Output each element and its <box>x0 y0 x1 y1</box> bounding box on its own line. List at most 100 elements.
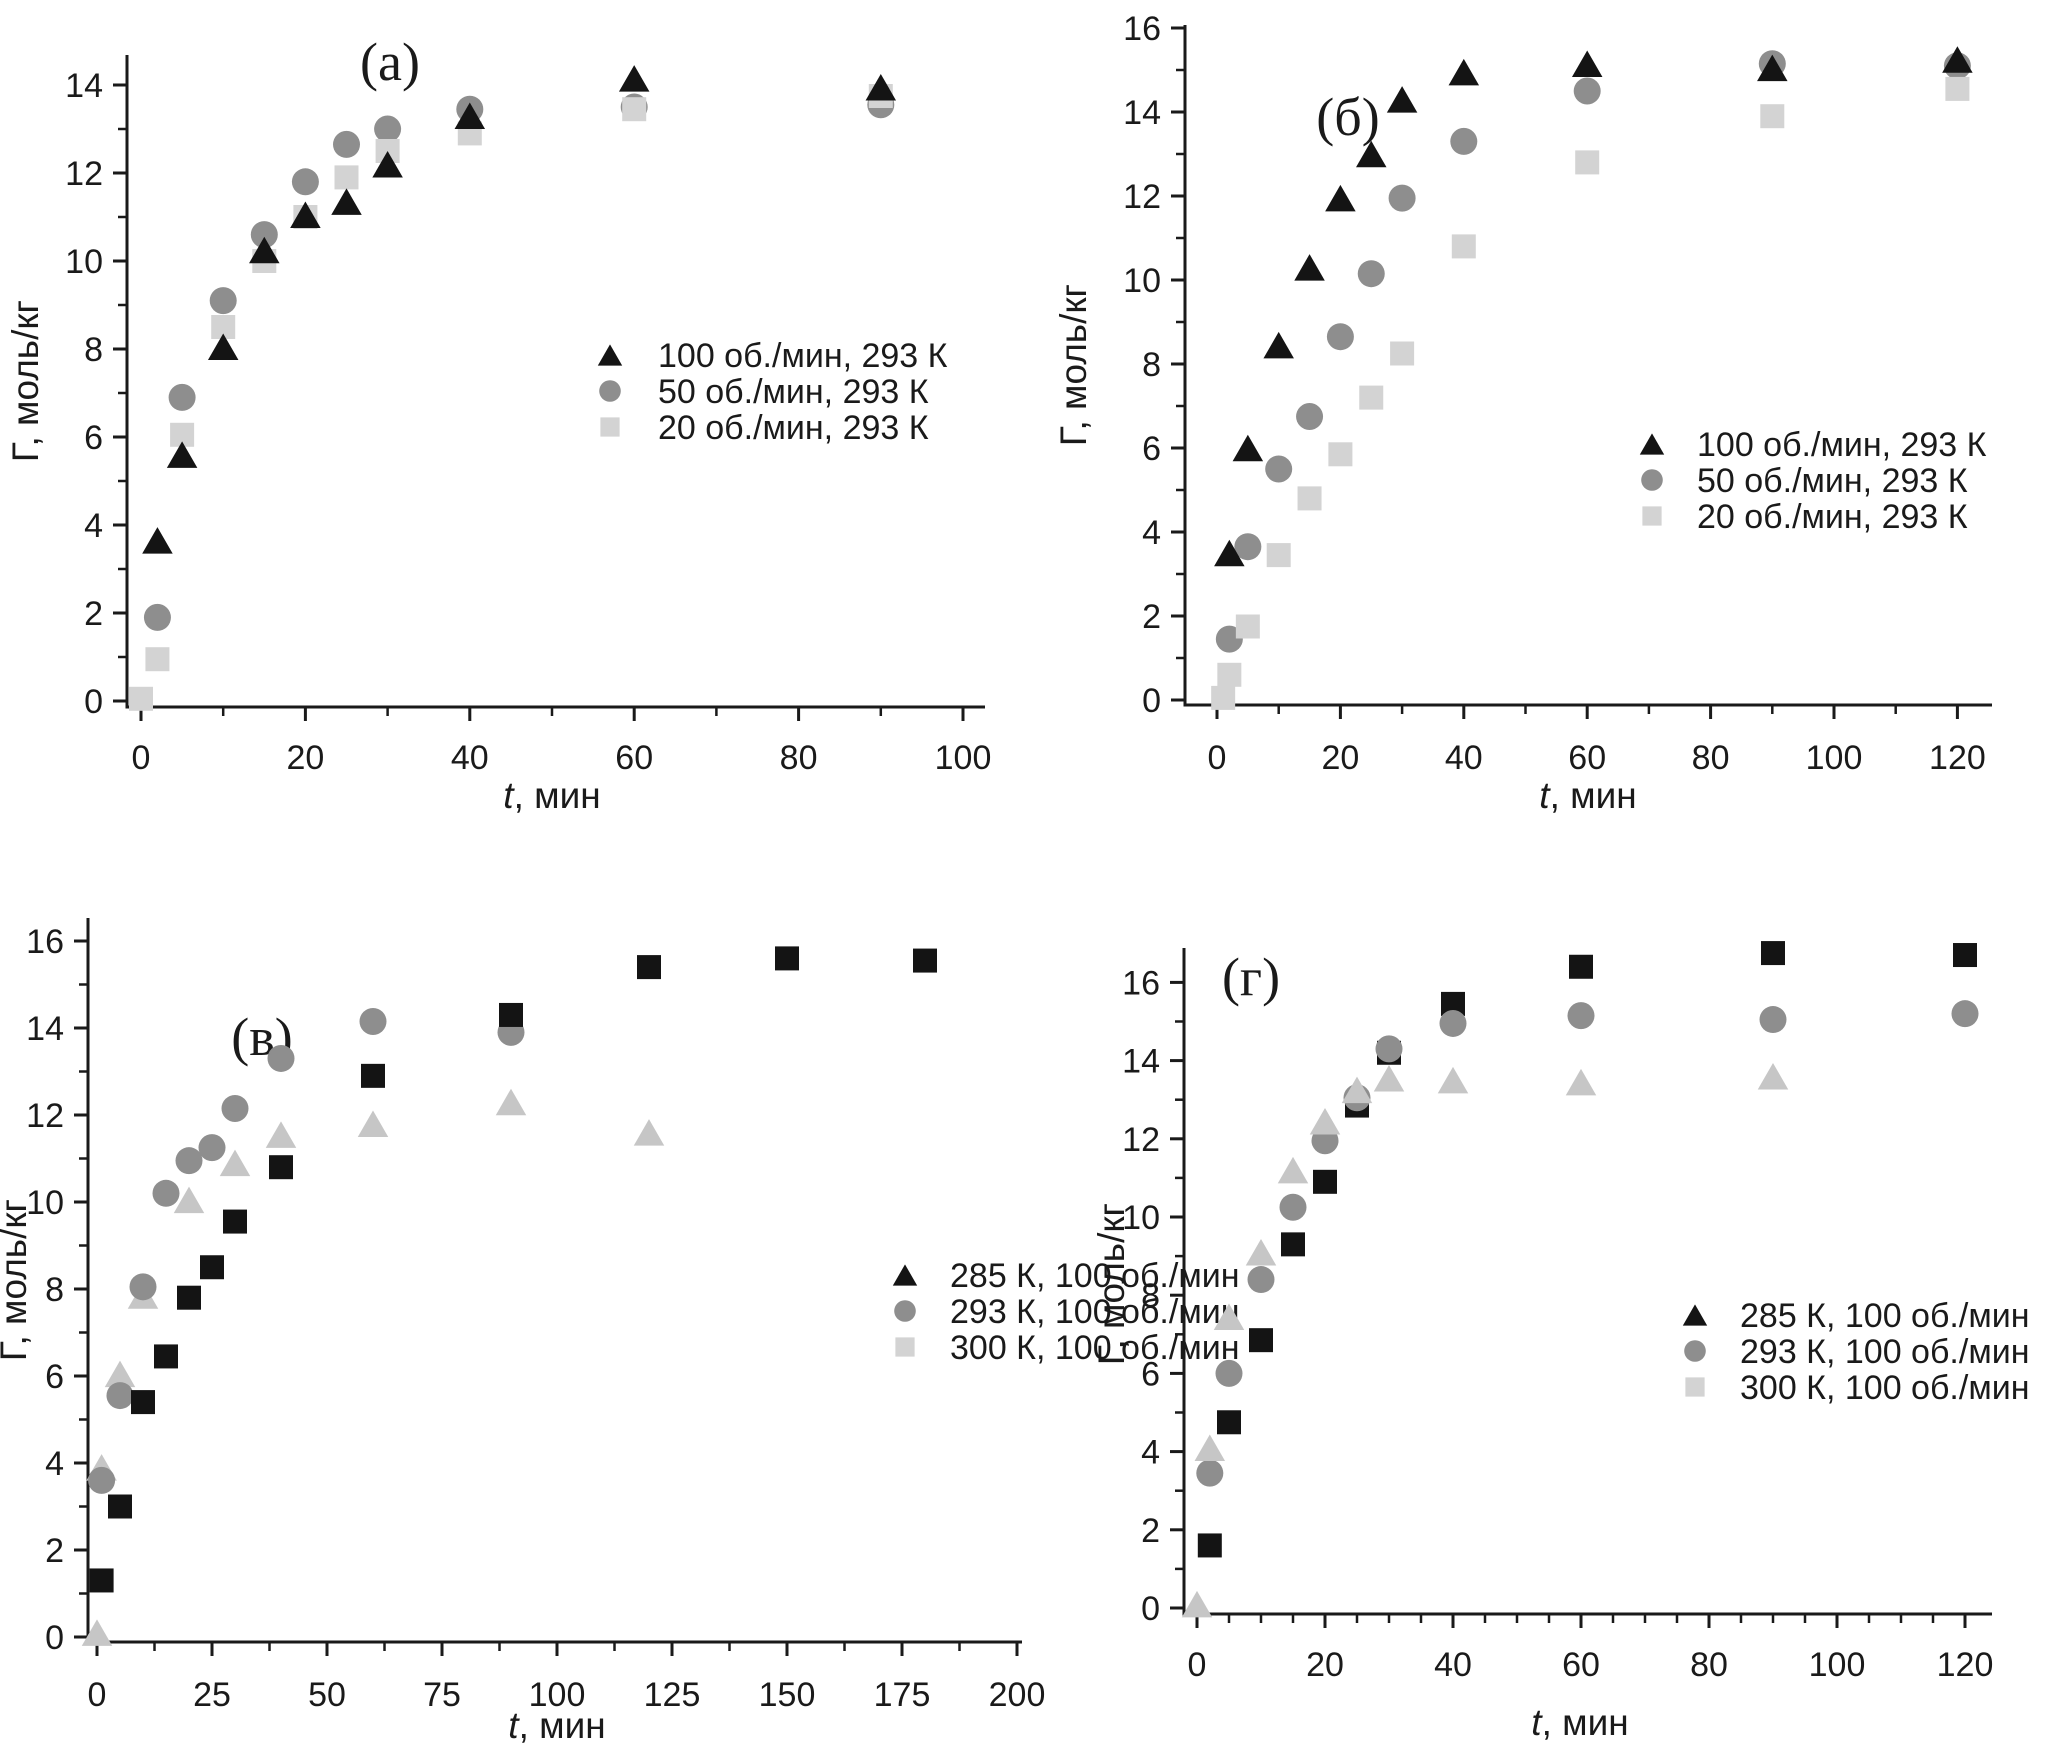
point-v-0-6 <box>223 1209 247 1234</box>
point-v-1-2 <box>129 1273 157 1301</box>
point-a-1-2 <box>209 287 237 315</box>
y-tick-label-v-16: 16 <box>26 923 64 961</box>
legend-marker-v-0 <box>892 1264 918 1286</box>
point-v-0-1 <box>108 1494 132 1519</box>
point-g-0-1 <box>1217 1410 1241 1435</box>
x-tick-label-b-80: 80 <box>1692 739 1730 777</box>
point-b-2-9 <box>1575 150 1600 175</box>
point-g-2-6 <box>1341 1076 1373 1104</box>
point-v-1-0 <box>88 1466 116 1494</box>
panel-letter-a: (а) <box>360 32 420 92</box>
point-g-0-0 <box>1197 1533 1222 1558</box>
point-b-1-2 <box>1265 455 1293 483</box>
y-tick-label-g-16: 16 <box>1122 964 1160 1002</box>
legend-marker-g-2 <box>1685 1377 1705 1397</box>
point-g-1-9 <box>1759 1006 1787 1034</box>
y-tick-label-v-10: 10 <box>26 1184 64 1222</box>
point-b-2-10 <box>1760 104 1785 129</box>
point-b-2-4 <box>1297 486 1322 511</box>
legend-marker-a-2 <box>600 417 620 437</box>
y-tick-label-b-10: 10 <box>1123 262 1161 300</box>
point-b-2-0 <box>1211 685 1236 710</box>
y-tick-label-g-12: 12 <box>1122 1121 1160 1159</box>
point-v-1-7 <box>267 1044 295 1072</box>
point-b-0-7 <box>1448 58 1480 86</box>
point-b-1-3 <box>1296 403 1324 430</box>
point-b-2-5 <box>1328 442 1353 467</box>
legend-label-g-0: 285 К, 100 об./мин <box>1740 1297 2029 1335</box>
point-a-0-8 <box>618 65 650 92</box>
legend-a: 100 об./мин, 293 К50 об./мин, 293 К20 об… <box>597 337 948 447</box>
y-tick-label-a-8: 8 <box>84 331 103 369</box>
legend-marker-g-1 <box>1684 1340 1706 1362</box>
point-g-1-0 <box>1196 1459 1224 1487</box>
point-g-2-2 <box>1213 1303 1245 1330</box>
point-g-0-10 <box>1953 943 1977 968</box>
point-a-1-1 <box>168 383 196 411</box>
point-g-1-3 <box>1279 1193 1307 1221</box>
y-tick-label-g-2: 2 <box>1141 1512 1160 1550</box>
point-b-1-5 <box>1357 260 1385 288</box>
series-b-2 <box>1211 76 1970 710</box>
point-g-1-2 <box>1247 1266 1275 1294</box>
x-tick-label-b-60: 60 <box>1568 739 1606 777</box>
x-tick-label-v-0: 0 <box>88 1676 107 1714</box>
point-b-0-3 <box>1294 254 1325 281</box>
point-g-1-7 <box>1439 1009 1467 1037</box>
x-tick-label-g-40: 40 <box>1434 1646 1472 1684</box>
point-g-2-1 <box>1194 1434 1226 1461</box>
panel-v: 0 25 50 75 100 125 150 175 2000246810121416(в)Г,… <box>0 918 1239 1746</box>
point-b-0-0 <box>1214 539 1245 567</box>
y-tick-label-g-10: 10 <box>1122 1199 1160 1237</box>
y-tick-label-a-6: 6 <box>84 419 103 457</box>
point-v-2-4 <box>173 1186 205 1214</box>
legend-marker-v-2 <box>895 1337 915 1357</box>
x-tick-label-v-75: 75 <box>423 1676 461 1714</box>
y-axis-title-a: Г, моль/кг <box>5 300 46 462</box>
x-tick-label-v-125: 125 <box>644 1676 701 1714</box>
series-a-0 <box>142 65 897 554</box>
y-tick-label-g-14: 14 <box>1122 1043 1160 1081</box>
point-v-2-9 <box>633 1119 665 1146</box>
x-tick-label-a-40: 40 <box>451 739 489 777</box>
y-tick-label-a-4: 4 <box>84 507 103 545</box>
x-tick-label-v-200: 200 <box>989 1676 1046 1714</box>
point-b-0-2 <box>1263 331 1294 359</box>
x-tick-label-v-100: 100 <box>529 1676 586 1714</box>
point-b-2-1 <box>1217 662 1242 687</box>
point-v-1-5 <box>198 1134 226 1162</box>
x-tick-label-a-0: 0 <box>132 739 151 777</box>
point-v-0-5 <box>200 1255 224 1280</box>
point-b-1-4 <box>1326 323 1354 351</box>
legend-marker-g-0 <box>1682 1304 1708 1326</box>
y-tick-label-g-4: 4 <box>1141 1434 1160 1472</box>
point-g-0-3 <box>1281 1232 1305 1257</box>
x-tick-label-g-120: 120 <box>1937 1646 1994 1684</box>
legend-b: 100 об./мин, 293 К50 об./мин, 293 К20 об… <box>1639 426 1987 536</box>
point-v-0-9 <box>499 1002 523 1027</box>
x-tick-label-a-80: 80 <box>780 739 818 777</box>
y-tick-label-v-4: 4 <box>45 1445 64 1483</box>
point-b-0-9 <box>1757 54 1788 82</box>
point-g-1-6 <box>1375 1035 1403 1063</box>
point-a-1-4 <box>291 168 319 196</box>
point-b-0-10 <box>1942 46 1973 73</box>
point-v-2-6 <box>265 1121 297 1148</box>
point-v-1-4 <box>175 1147 203 1175</box>
x-tick-label-b-0: 0 <box>1208 739 1227 777</box>
legend-label-g-2: 300 К, 100 об./мин <box>1740 1369 2029 1407</box>
point-a-1-3 <box>250 221 278 249</box>
panel-a: 0 20 40 60 80 100 0 2 4 6 8 10 12 14 (а) Г, моль/кг t, м… <box>5 32 991 816</box>
point-a-0-5 <box>331 188 362 215</box>
series-g-2 <box>1181 1062 1789 1618</box>
panel-letter-g: (г) <box>1222 947 1280 1007</box>
point-b-2-3 <box>1266 543 1291 568</box>
legend-marker-v-1 <box>894 1300 916 1322</box>
x-tick-label-g-20: 20 <box>1306 1646 1344 1684</box>
point-b-2-2 <box>1235 614 1260 639</box>
y-tick-label-b-0: 0 <box>1142 682 1161 720</box>
point-a-2-0 <box>129 686 153 711</box>
y-tick-label-a-10: 10 <box>65 243 103 281</box>
y-tick-label-b-2: 2 <box>1142 598 1161 636</box>
legend-marker-a-1 <box>599 380 621 402</box>
